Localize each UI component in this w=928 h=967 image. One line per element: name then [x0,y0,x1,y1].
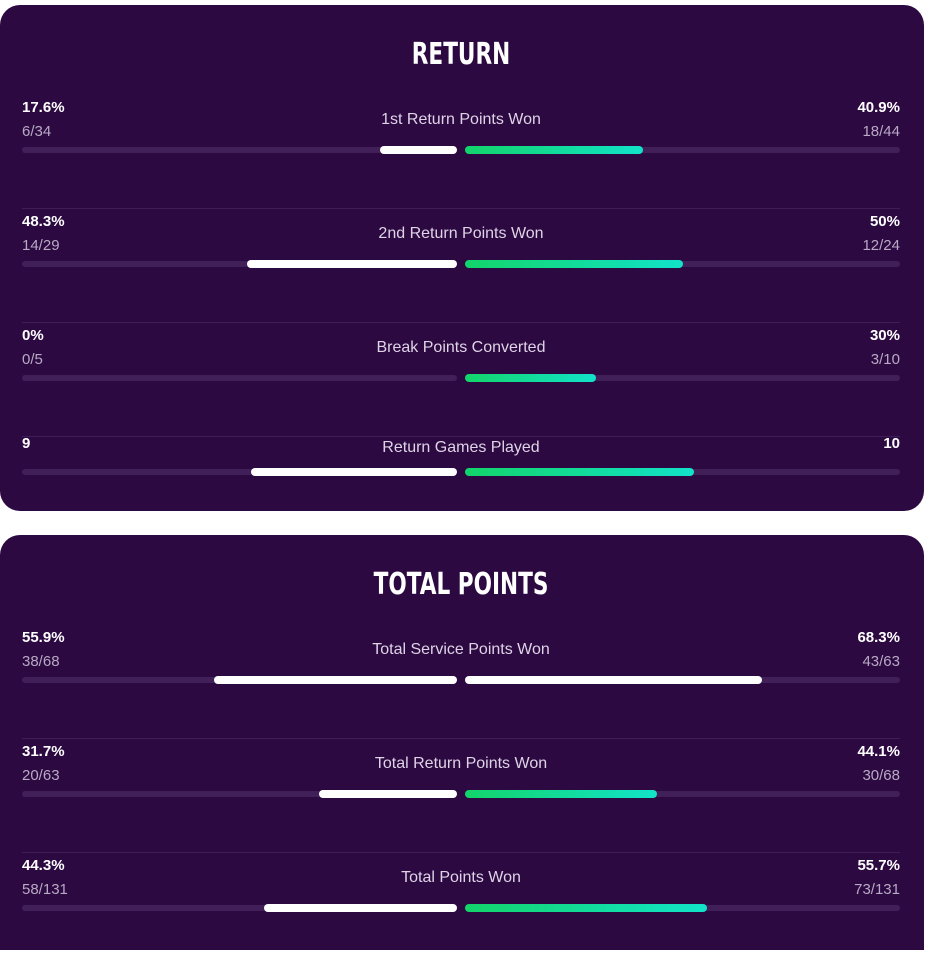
right-count: 12/24 [862,237,900,254]
right-bar-track [465,260,900,268]
left-count: 58/131 [22,881,68,898]
right-bar-track [465,374,900,382]
stat-row-total-return-points-won: 31.7% 20/63 Total Return Points Won 44.1… [22,739,900,853]
stat-row-total-points-won: 44.3% 58/131 Total Points Won 55.7% 73/1… [22,853,900,967]
right-count: 73/131 [854,881,900,898]
left-count: 38/68 [22,653,60,670]
left-value: 31.7% [22,743,65,760]
right-value: 55.7% [857,857,900,874]
right-count: 18/44 [862,123,900,140]
left-bar-fill [250,468,457,476]
right-value: 40.9% [857,99,900,116]
right-value: 10 [883,435,900,452]
stat-row-return-games-played: 9 Return Games Played 10 [22,435,900,533]
right-bar-track [465,146,900,154]
right-value: 50% [869,213,900,230]
stat-label: Total Service Points Won [372,641,550,658]
left-bar-fill [246,260,457,268]
left-count: 20/63 [22,767,60,784]
right-bar-fill [465,374,596,382]
left-bar-fill [264,904,457,912]
right-value: 68.3% [857,629,900,646]
stat-label: Break Points Converted [376,339,546,356]
stat-row-total-service-points-won: 55.9% 38/68 Total Service Points Won 68.… [22,625,900,739]
right-value: 44.1% [857,743,900,760]
right-bar-track [465,676,900,684]
right-count: 3/10 [870,351,900,368]
left-value: 9 [22,435,31,452]
right-bar-track [465,790,900,798]
left-bar-fill [319,790,457,798]
left-value: 44.3% [22,857,65,874]
stat-row-2nd-return-points-won: 48.3% 14/29 2nd Return Points Won 50% 12… [22,209,900,323]
right-bar-fill [465,904,708,912]
right-bar-track [465,904,900,912]
right-value: 30% [869,327,900,344]
stat-row-1st-return-points-won: 17.6% 6/34 1st Return Points Won 40.9% 1… [22,95,900,209]
right-bar-fill [465,260,683,268]
stat-label: 1st Return Points Won [381,111,541,128]
left-bar-track [22,676,457,684]
right-bar-track [465,468,900,476]
stat-label: 2nd Return Points Won [378,225,544,242]
left-count: 14/29 [22,237,60,254]
return-stats-card: RETURN 17.6% 6/34 1st Return Points Won … [0,5,924,511]
total-points-card: TOTAL POINTS 55.9% 38/68 Total Service P… [0,535,924,950]
left-value: 55.9% [22,629,65,646]
right-bar-fill [465,790,657,798]
left-bar-track [22,468,457,476]
left-bar-track [22,904,457,912]
stat-label: Return Games Played [382,439,540,456]
right-bar-fill [465,146,643,154]
left-count: 0/5 [22,351,43,368]
stat-row-break-points-converted: 0% 0/5 Break Points Converted 30% 3/10 [22,323,900,437]
left-bar-track [22,146,457,154]
right-bar-fill [465,468,694,476]
stat-label: Total Return Points Won [374,755,548,772]
stat-label: Total Points Won [401,869,521,886]
left-bar-track [22,260,457,268]
left-bar-fill [380,146,457,154]
left-value: 48.3% [22,213,65,230]
section-title: RETURN [411,37,511,72]
section-title: TOTAL POINTS [373,567,549,602]
left-bar-track [22,790,457,798]
left-value: 17.6% [22,99,65,116]
right-bar-fill [465,676,763,684]
left-bar-track [22,375,457,381]
left-bar-fill [213,676,457,684]
left-count: 6/34 [22,123,52,140]
right-count: 43/63 [862,653,900,670]
right-count: 30/68 [862,767,900,784]
left-value: 0% [22,327,44,344]
